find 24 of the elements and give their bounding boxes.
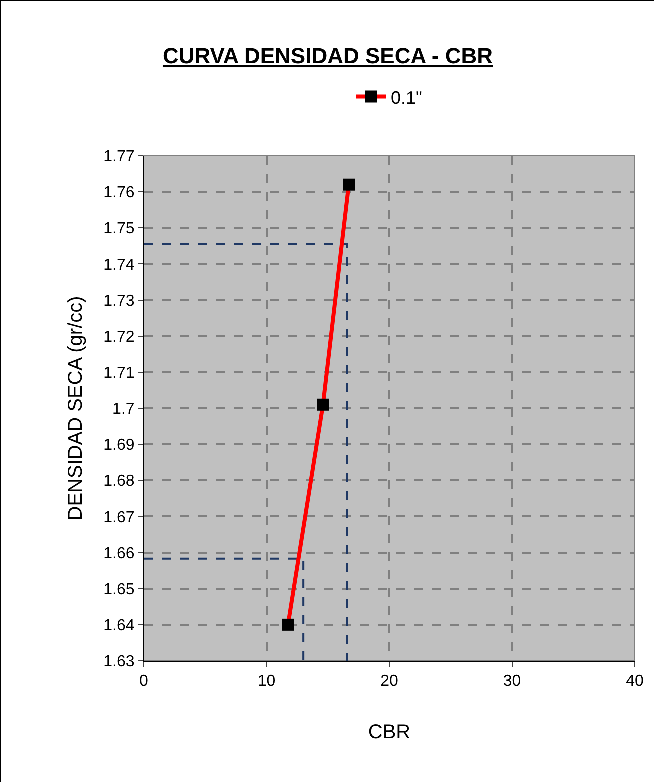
y-tick-label: 1.77 [104,148,135,166]
x-axis-title: CBR [368,722,411,744]
y-tick-label: 1.74 [104,256,135,274]
chart-title: CURVA DENSIDAD SECA - CBR [162,43,494,68]
x-tick-label: 40 [626,673,644,690]
legend-label: 0.1" [391,88,422,108]
x-tick-label: 20 [380,673,398,690]
y-tick-label: 1.65 [104,581,135,598]
y-tick-label: 1.64 [104,618,135,635]
y-tick-label: 1.7 [112,401,135,418]
y-tick-label: 1.67 [104,509,135,526]
y-tick-label: 1.66 [104,545,135,562]
x-tick-label: 0 [140,673,149,690]
y-tick-label: 1.72 [104,328,135,346]
x-tick-label: 30 [503,673,522,690]
y-tick-label: 1.75 [104,220,135,238]
y-tick-label: 1.63 [104,654,135,671]
y-tick-label: 1.73 [104,292,135,310]
y-tick-label: 1.76 [104,184,135,202]
y-tick-label: 1.71 [104,365,135,382]
x-tick-label: 10 [258,673,276,690]
y-tick-label: 1.68 [104,473,135,490]
y-tick-label: 1.69 [104,437,135,454]
y-axis-title: DENSIDAD SECA (gr/cc) [65,296,88,521]
